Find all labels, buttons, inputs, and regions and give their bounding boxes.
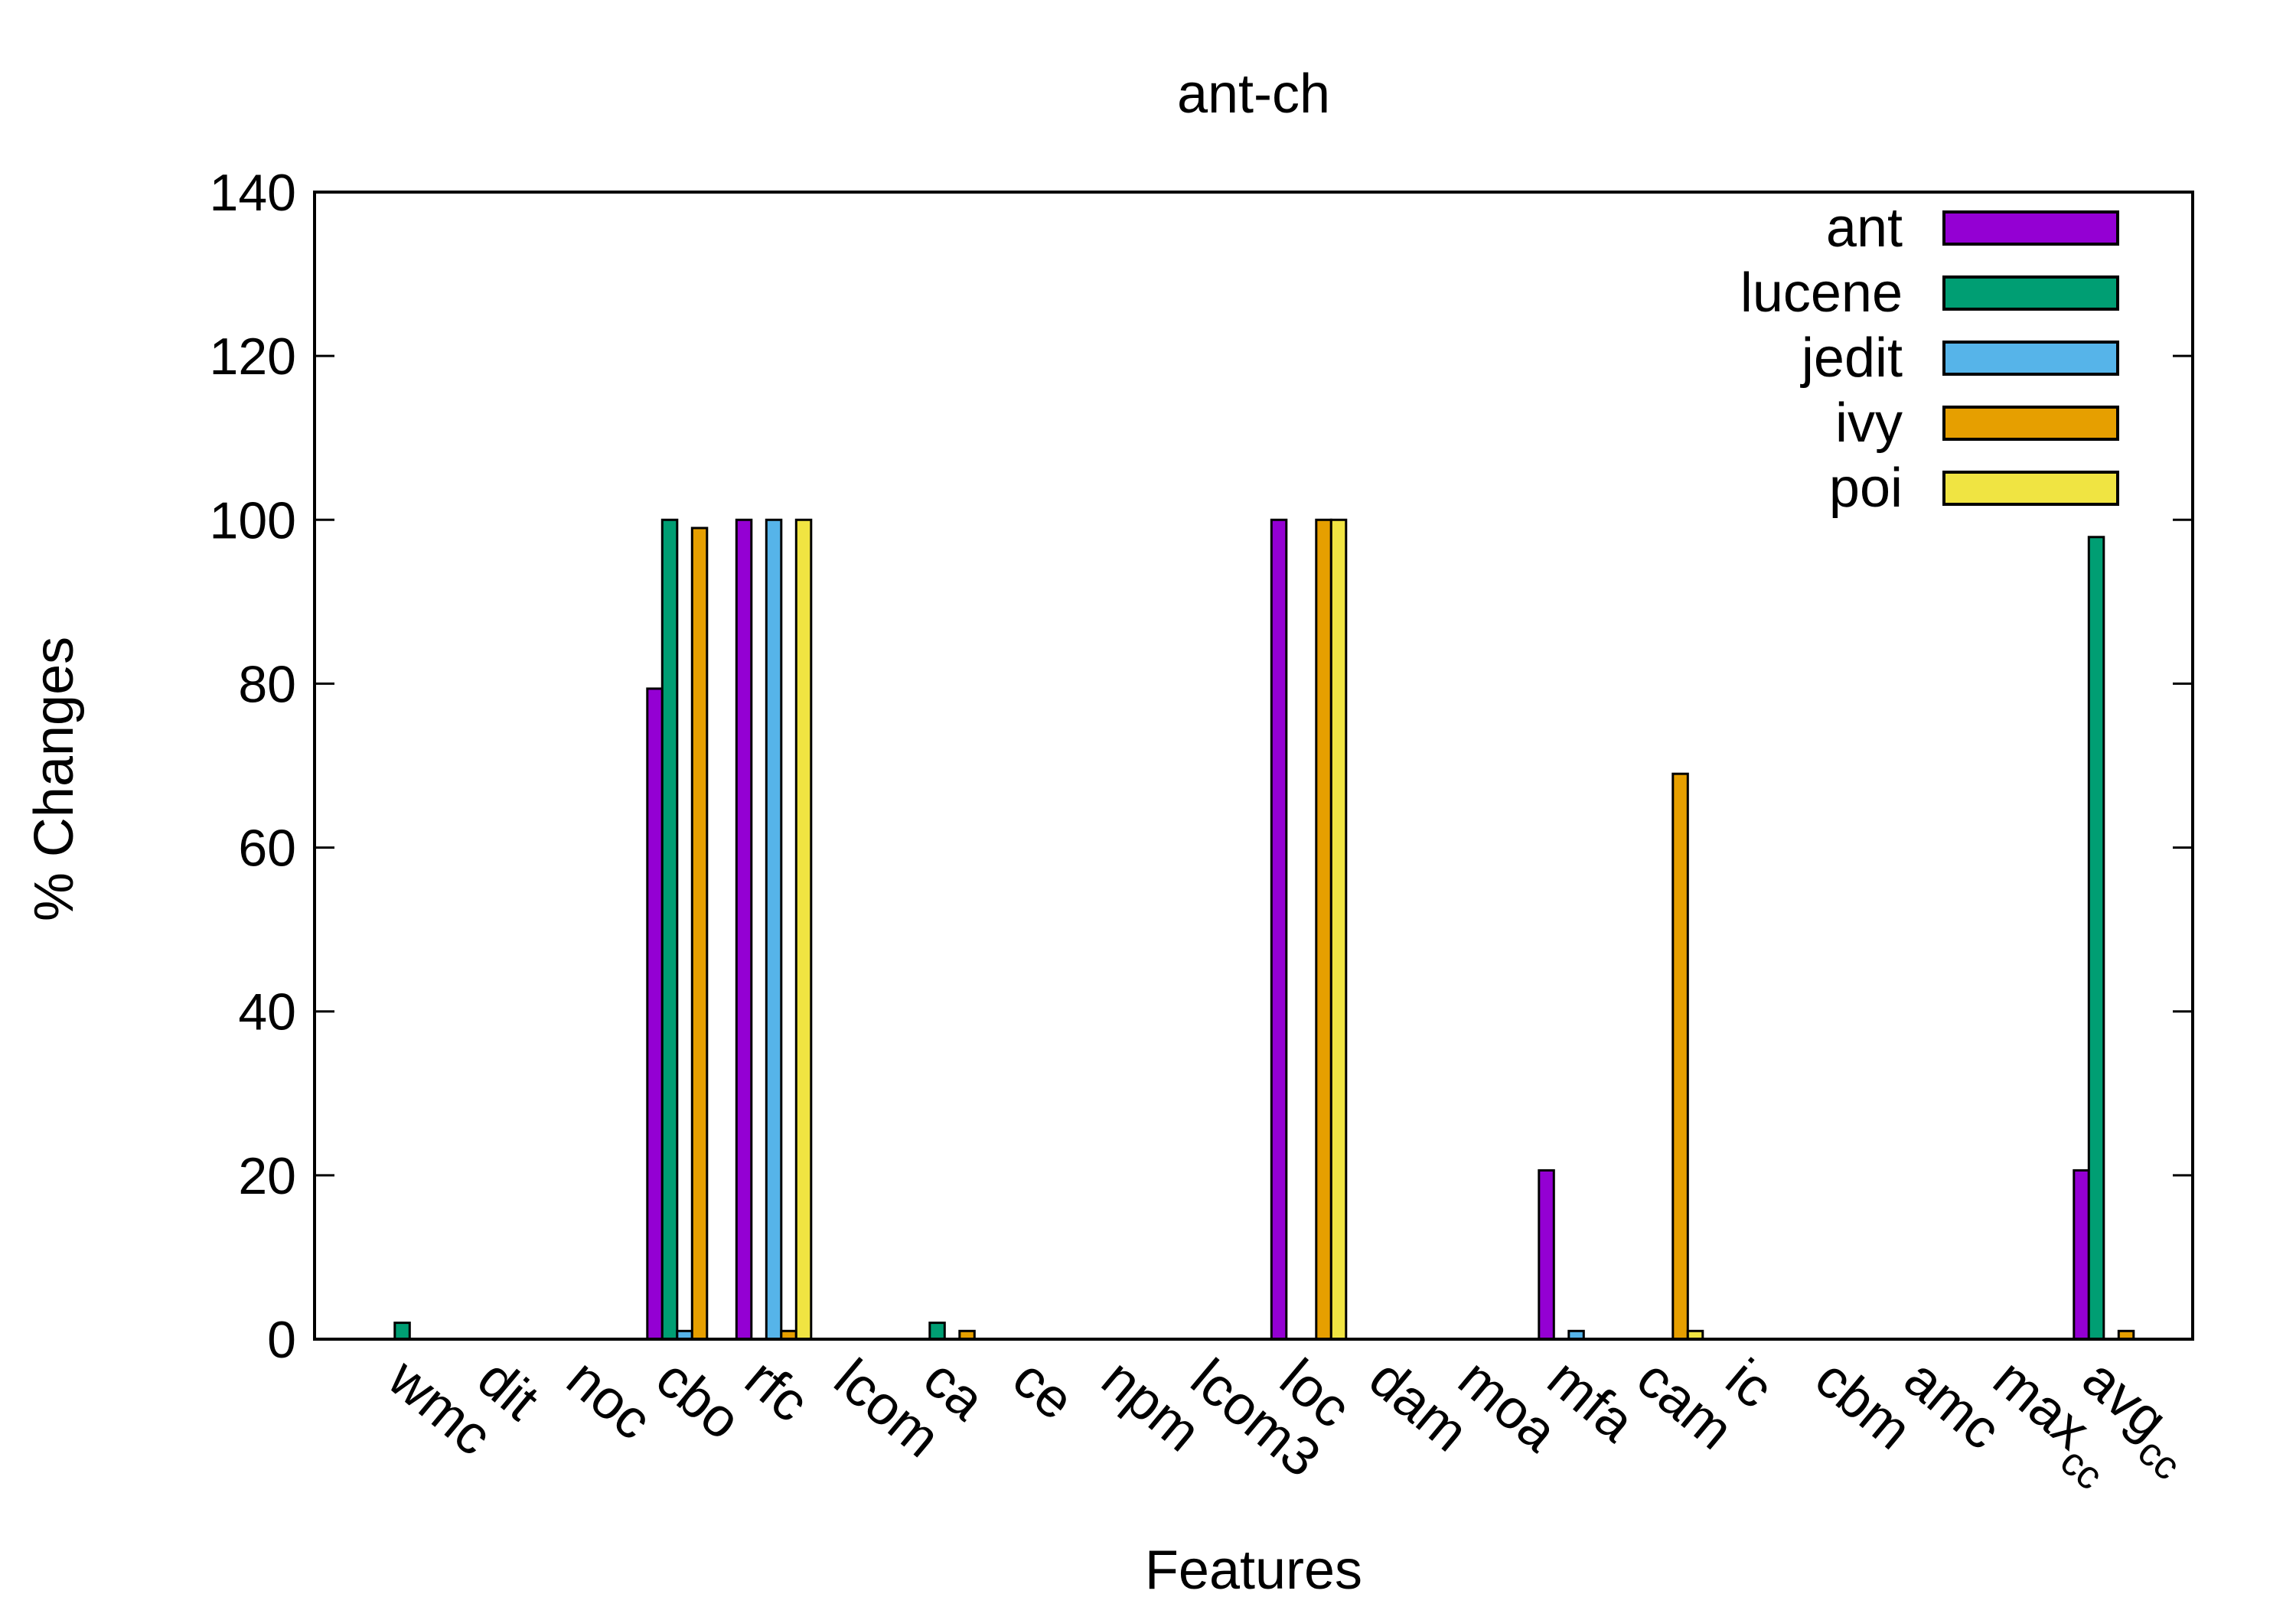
bar-ant-mfa [1538, 1169, 1555, 1341]
x-tick-label-rfc: rfc [734, 1348, 820, 1434]
y-tick-label: 120 [210, 328, 296, 386]
bar-lucene-avg_cc [2087, 536, 2105, 1341]
legend-swatch-ant [1942, 210, 2119, 246]
bar-lucene-wmc [393, 1322, 411, 1341]
bar-poi-loc [1329, 518, 1348, 1341]
bar-ant-rfc [735, 518, 753, 1341]
legend-label-jedit: jedit [1800, 328, 1903, 389]
legend-swatch-ivy [1942, 406, 2119, 441]
legend-swatch-lucene [1942, 275, 2119, 311]
legend-swatch-poi [1942, 471, 2119, 506]
y-tick-label: 60 [238, 820, 296, 878]
x-tick-label-noc: noc [556, 1348, 663, 1452]
y-axis-label: % Changes [24, 637, 85, 921]
bar-ant-avg_cc [2073, 1169, 2090, 1341]
bar-ivy-cbo [690, 526, 709, 1341]
y-tick-label: 20 [238, 1147, 296, 1205]
bar-poi-rfc [794, 518, 813, 1341]
y-ticks: 0 20 40 60 80 100 120 140 [210, 164, 2193, 1369]
legend-label-lucene: lucene [1740, 262, 1903, 324]
y-tick-label: 40 [238, 983, 296, 1041]
chart-title: ant-ch [1177, 64, 1330, 125]
y-tick-label: 140 [210, 164, 296, 222]
x-tick-label-ce: ce [1001, 1348, 1085, 1432]
plot-area [313, 191, 2194, 1341]
bar-ant-cbo [646, 687, 664, 1341]
legend-label-poi: poi [1829, 458, 1903, 519]
legend-label-ivy: ivy [1835, 393, 1903, 454]
x-tick-label-cbo: cbo [644, 1348, 752, 1452]
y-tick-label: 0 [267, 1311, 296, 1369]
bar-jedit-rfc [765, 518, 783, 1341]
legend-label-ant: ant [1826, 197, 1903, 259]
y-tick-label: 80 [238, 655, 296, 713]
bar-ivy-loc [1315, 518, 1332, 1341]
bar-ivy-cam [1671, 772, 1689, 1341]
x-axis-label: Features [1145, 1540, 1362, 1601]
bars-layer [393, 518, 2135, 1341]
bar-ant-loc [1270, 518, 1288, 1341]
y-tick-label: 100 [210, 491, 296, 549]
legend-swatch-jedit [1942, 341, 2119, 376]
bar-lucene-cbo [660, 518, 679, 1341]
bar-lucene-ca [928, 1322, 946, 1341]
x-tick-label-mfa: mfa [1536, 1348, 1646, 1454]
